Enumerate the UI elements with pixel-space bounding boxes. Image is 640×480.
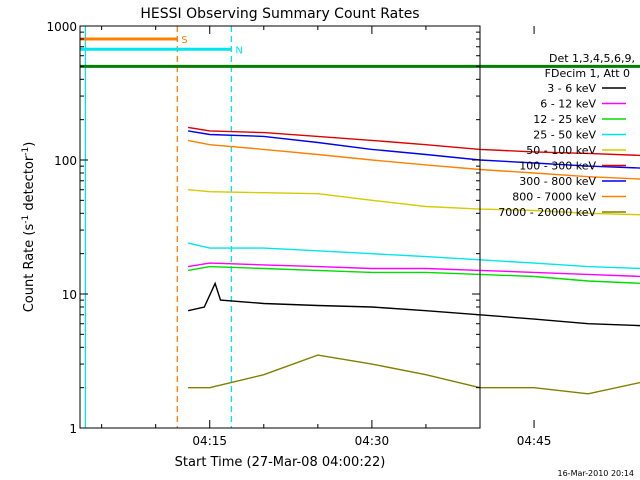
y-tick-label: 1000 xyxy=(46,20,77,34)
y-tick-label: 1 xyxy=(69,422,77,436)
legend-entry-label: 50 - 100 keV xyxy=(526,144,596,157)
series-lines xyxy=(187,126,640,395)
x-axis-label: Start Time (27-Mar-08 04:00:22) xyxy=(175,455,386,470)
y-tick-label: 100 xyxy=(54,154,77,168)
series-line-4 xyxy=(187,242,640,270)
flag-label: S xyxy=(181,35,187,46)
legend: 3 - 6 keV 6 - 12 keV 12 - 25 keV 25 - 50 ke… xyxy=(498,82,626,219)
legend-entry-label: 100 - 300 keV xyxy=(519,160,596,173)
series-line-9 xyxy=(188,354,640,395)
x-tick-label: 04:30 xyxy=(355,434,390,448)
plot-frame xyxy=(79,25,481,429)
footer-timestamp: 16-Mar-2010 20:14 xyxy=(558,469,635,478)
legend-entry-label: 25 - 50 keV xyxy=(533,129,596,142)
y-axis-label: Count Rate (s-1 detector-1) xyxy=(21,142,37,313)
series-line-3 xyxy=(187,265,640,285)
x-tick-label: 04:15 xyxy=(192,434,227,448)
series-line-6 xyxy=(187,126,640,157)
legend-header-detectors: Det 1,3,4,5,6,9, xyxy=(549,52,635,65)
flag-label: N xyxy=(235,45,242,56)
legend-entry-label: 6 - 12 keV xyxy=(540,98,596,111)
x-tick-label: 04:45 xyxy=(517,434,552,448)
legend-entry-label: 7000 - 20000 keV xyxy=(498,206,596,219)
legend-entry-label: 12 - 25 keV xyxy=(533,113,596,126)
vertical-marker-lines xyxy=(84,26,233,428)
legend-entry-label: 3 - 6 keV xyxy=(547,82,596,95)
legend-entry-label: 300 - 800 keV xyxy=(519,175,596,188)
flag-lines: SNFRDCRD4 xyxy=(80,35,640,68)
series-line-2 xyxy=(187,262,640,278)
legend-entry-label: 800 - 7000 keV xyxy=(512,191,596,204)
y-tick-label: 10 xyxy=(62,288,77,302)
series-line-5 xyxy=(188,189,640,216)
series-line-7 xyxy=(187,130,640,169)
series-line-1 xyxy=(187,281,640,327)
series-line-8 xyxy=(187,139,640,180)
legend-header-fdecim: FDecim 1, Att 0 xyxy=(545,67,630,80)
chart-title: HESSI Observing Summary Count Rates xyxy=(140,6,419,22)
